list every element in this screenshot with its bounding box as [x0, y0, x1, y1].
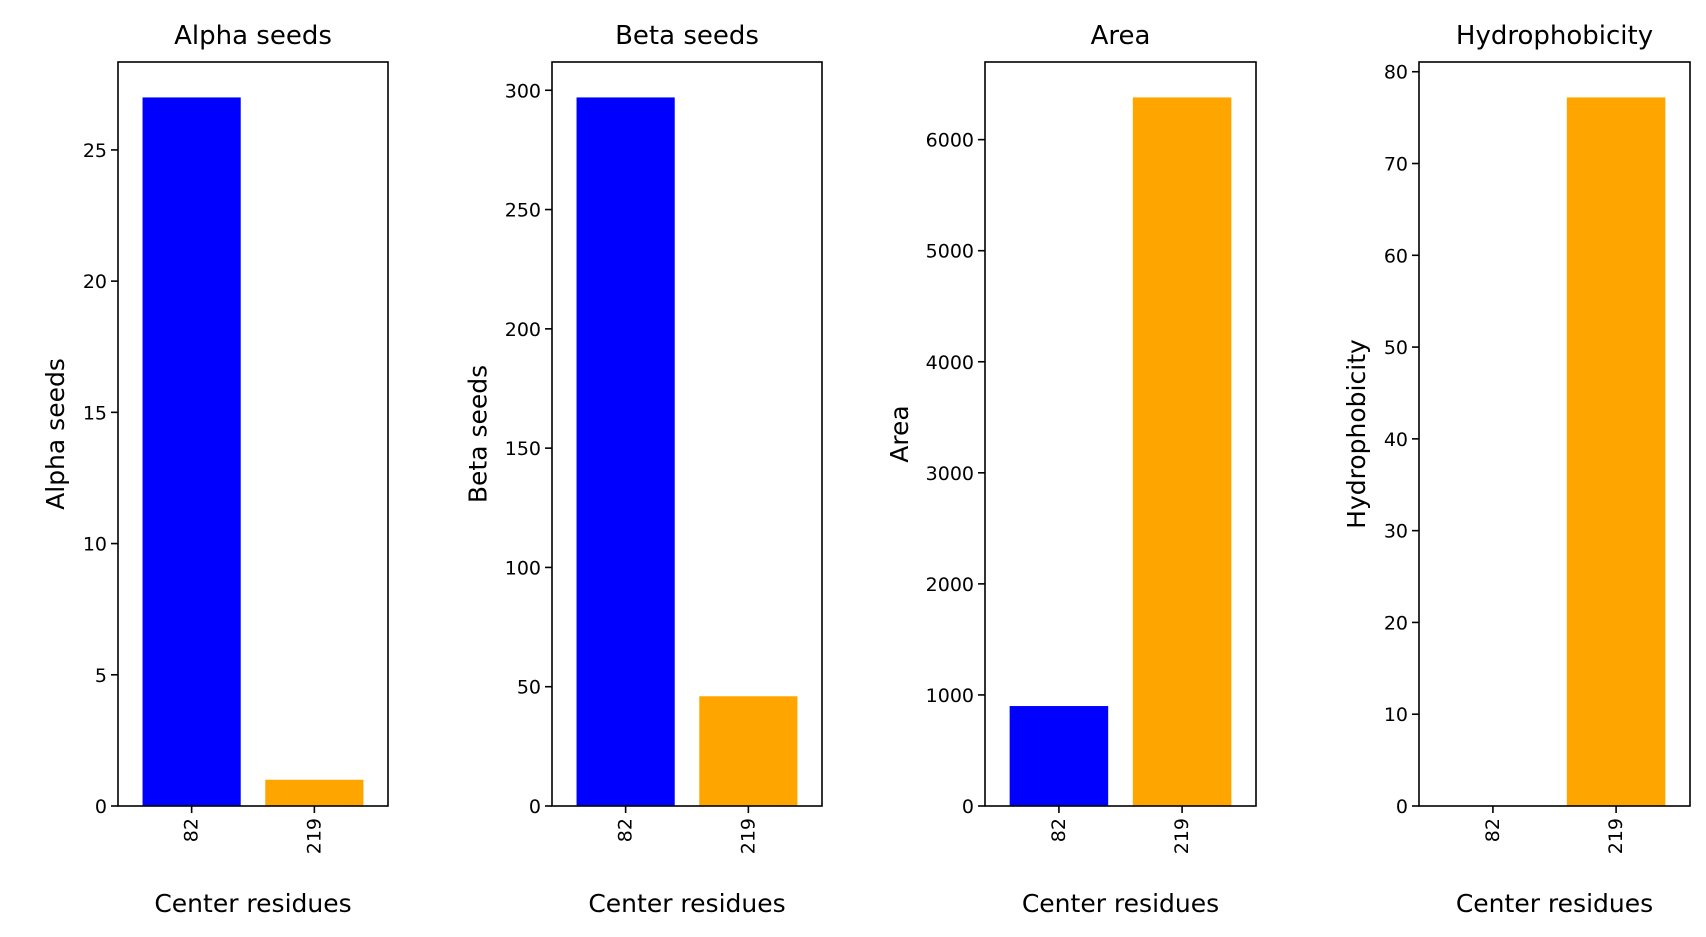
chart-panel-4: 0 10 20 30 40 50 60 70 80 82 219 Hydrophobicity Cent… — [1342, 21, 1691, 918]
y-tick-label: 80 — [1384, 62, 1408, 84]
x-axis-label: Center residues — [588, 889, 785, 918]
bar — [1566, 97, 1666, 806]
bar — [142, 97, 241, 806]
y-tick-label: 5 — [95, 665, 107, 687]
y-tick-label: 3000 — [926, 463, 974, 485]
x-tick-label: 219 — [737, 818, 759, 854]
y-tick-label: 15 — [83, 402, 107, 424]
bar — [1009, 706, 1109, 806]
y-tick-label: 200 — [505, 319, 541, 341]
y-tick-label: 0 — [95, 796, 107, 818]
x-tick-label: 82 — [1048, 818, 1070, 842]
plot-frame — [117, 61, 389, 807]
chart-title: Alpha seeds — [174, 21, 332, 51]
x-axis-label: Center residues — [1456, 889, 1653, 918]
chart-title: Area — [1091, 21, 1151, 51]
y-axis-label: Alpha seeds — [41, 358, 70, 510]
y-axis-label: Hydrophobicity — [1342, 339, 1371, 529]
y-tick-label: 25 — [83, 140, 107, 162]
plot-frame — [984, 61, 1257, 807]
x-axis-label: Center residues — [154, 889, 351, 918]
x-tick-label: 82 — [181, 818, 203, 842]
plot-frame — [551, 61, 823, 807]
y-tick-label: 5000 — [926, 241, 974, 263]
chart-title: Beta seeds — [615, 21, 759, 51]
y-tick-label: 50 — [1384, 337, 1408, 359]
y-tick-label: 0 — [962, 796, 974, 818]
bar — [1132, 97, 1232, 806]
y-tick-label: 20 — [1384, 612, 1408, 634]
y-axis-label: Area — [885, 405, 914, 463]
y-tick-label: 0 — [1396, 796, 1408, 818]
y-tick-label: 30 — [1384, 521, 1408, 543]
y-tick-label: 20 — [83, 271, 107, 293]
bar — [265, 779, 364, 806]
y-tick-label: 1000 — [926, 685, 974, 707]
y-tick-label: 70 — [1384, 154, 1408, 176]
y-tick-label: 10 — [1384, 704, 1408, 726]
bar — [699, 696, 798, 806]
bar — [576, 97, 675, 806]
y-tick-label: 150 — [505, 438, 541, 460]
x-tick-label: 219 — [303, 818, 325, 854]
y-tick-label: 250 — [505, 200, 541, 222]
y-tick-label: 50 — [517, 677, 541, 699]
y-tick-label: 4000 — [926, 352, 974, 374]
plot-frame — [1418, 61, 1691, 807]
y-tick-label: 60 — [1384, 245, 1408, 267]
y-tick-label: 100 — [505, 557, 541, 579]
y-tick-label: 40 — [1384, 429, 1408, 451]
y-tick-label: 10 — [83, 534, 107, 556]
y-tick-label: 2000 — [926, 574, 974, 596]
x-tick-label: 219 — [1171, 818, 1193, 854]
chart-panel-2: 0 50 100 150 200 250 300 82 219 Beta seeds Center … — [464, 21, 823, 918]
x-tick-label: 219 — [1605, 818, 1627, 854]
y-tick-label: 0 — [529, 796, 541, 818]
y-tick-label: 300 — [505, 80, 541, 102]
chart-panel-1: 0 5 10 15 20 25 82 219 Alpha seeds Center residue… — [41, 21, 389, 918]
chart-title: Hydrophobicity — [1456, 21, 1653, 51]
x-axis-label: Center residues — [1022, 889, 1219, 918]
y-tick-label: 6000 — [926, 130, 974, 152]
y-axis-label: Beta seeds — [464, 365, 493, 503]
x-tick-label: 82 — [615, 818, 637, 842]
x-tick-label: 82 — [1482, 818, 1504, 842]
chart-panel-3: 0 1000 2000 3000 4000 5000 6000 82 219 Area Center… — [885, 21, 1257, 918]
